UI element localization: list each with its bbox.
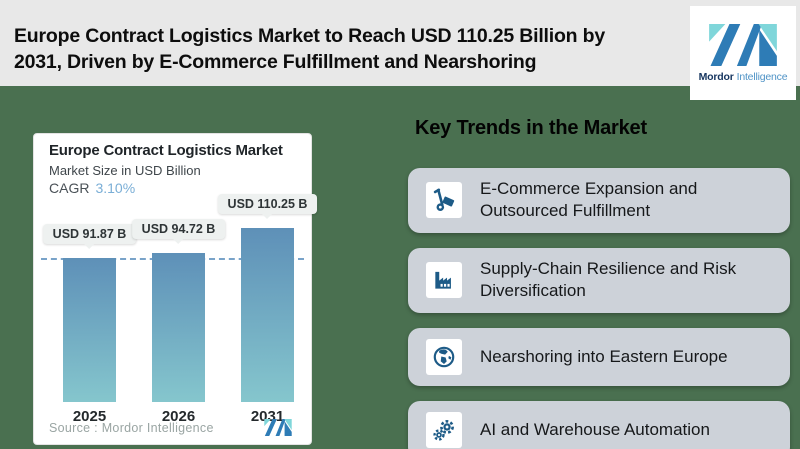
header-band: Europe Contract Logistics Market to Reac…: [0, 0, 800, 86]
page-title-line-1: Europe Contract Logistics Market to Reac…: [14, 25, 605, 47]
bar-2031: USD 110.25 B: [217, 194, 318, 402]
icon-box: [426, 262, 462, 299]
bar-2026: USD 94.72 B: [131, 219, 226, 402]
cagr-value: 3.10%: [95, 180, 136, 196]
trend-card-supply-chain: Supply-Chain Resilience and Risk Diversi…: [408, 247, 790, 313]
trend-label: E-Commerce Expansion and Outsourced Fulf…: [480, 179, 698, 221]
value-pill: USD 91.87 B: [42, 224, 137, 244]
chart-card: Europe Contract Logistics Market Market …: [33, 133, 318, 445]
page-title-line-2: 2031, Driven by E-Commerce Fulfillment a…: [14, 50, 537, 73]
globe-icon: [433, 346, 455, 368]
trends-list: E-Commerce Expansion and Outsourced Fulf…: [408, 168, 790, 449]
x-axis-label: 2026: [161, 408, 196, 425]
factory-icon: [435, 272, 451, 289]
chart-logo-mark-icon: [264, 419, 292, 436]
chart-subtitle: Market Size in USD Billion: [49, 163, 201, 178]
mordor-logo-mark-icon: [709, 23, 777, 66]
brand-name-light: Intelligence: [736, 70, 788, 83]
bar-2025: USD 91.87 B: [42, 224, 137, 402]
source-text: Source : Mordor Intelligence: [49, 421, 214, 435]
brand-name-bold: Mordor: [698, 70, 734, 83]
icon-box: [426, 338, 462, 375]
cagr-label: CAGR: [49, 180, 90, 196]
icon-box: [426, 182, 462, 219]
x-axis-label: 2025: [72, 408, 107, 425]
cagr-row: CAGR 3.10%: [49, 180, 135, 196]
trend-label: Supply-Chain Resilience and Risk Diversi…: [480, 258, 737, 301]
brand-logo: Mordor Intelligence: [690, 6, 796, 100]
gears-icon: [433, 419, 454, 441]
chart-title: Europe Contract Logistics Market: [49, 142, 283, 159]
trends-heading: Key Trends in the Market: [415, 117, 647, 139]
trend-card-ai-automation: AI and Warehouse Automation: [408, 400, 790, 449]
trend-label: AI and Warehouse Automation: [480, 419, 710, 439]
brand-name: Mordor Intelligence: [699, 71, 788, 83]
trend-label: Nearshoring into Eastern Europe: [480, 346, 728, 366]
icon-box: [426, 411, 462, 448]
hand-truck-icon: [433, 188, 455, 212]
value-pill: USD 94.72 B: [131, 219, 226, 239]
value-pill: USD 110.25 B: [217, 194, 318, 214]
trend-card-nearshoring: Nearshoring into Eastern Europe: [408, 327, 790, 386]
trend-card-ecommerce: E-Commerce Expansion and Outsourced Fulf…: [408, 168, 790, 233]
page-title: Europe Contract Logistics Market to Reac…: [14, 24, 674, 75]
